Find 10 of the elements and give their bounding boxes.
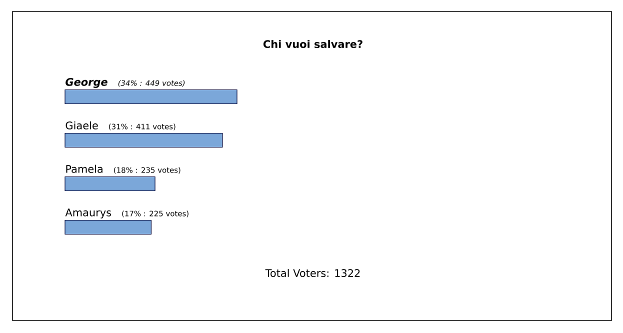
text: Chi vuoi salvare? [263, 40, 362, 48]
bar [64, 176, 156, 192]
y-tick-label: Giaele [66, 121, 98, 130]
bar [64, 89, 238, 104]
bar [64, 132, 223, 148]
y-tick-label: Pamela [66, 164, 102, 173]
y-tick-label: Amaurys [65, 208, 112, 218]
y-tick-label: George [66, 78, 108, 88]
text: Total Voters: 1322 [265, 268, 360, 278]
bar [64, 220, 152, 235]
